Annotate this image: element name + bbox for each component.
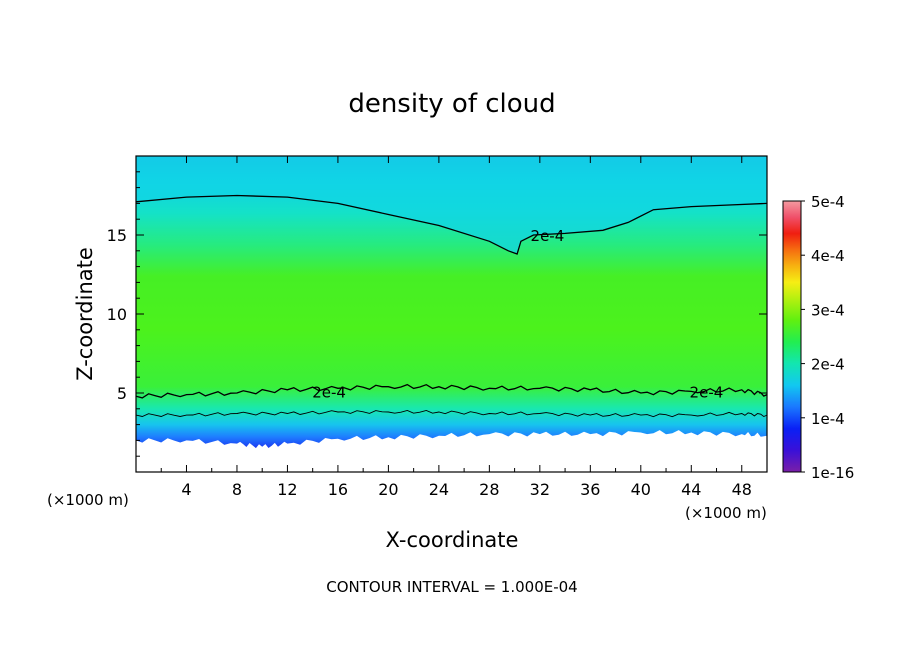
y-tick-label: 5 (117, 384, 127, 403)
y-axis-ticks: 5 10 15 (107, 171, 767, 457)
x-tick-label: 20 (378, 480, 398, 499)
colorbar-tick-label: 1e-4 (811, 410, 845, 428)
x-tick-label: 28 (479, 480, 499, 499)
x-tick-label: 12 (277, 480, 297, 499)
x-axis-label: X-coordinate (386, 528, 519, 552)
x-tick-label: 40 (631, 480, 651, 499)
x-tick-label: 8 (232, 480, 242, 499)
x-tick-label: 44 (681, 480, 701, 499)
x-tick-label: 16 (328, 480, 348, 499)
upper-low-density-patch (136, 156, 767, 254)
x-tick-label: 4 (181, 480, 191, 499)
y-tick-label: 15 (107, 226, 127, 245)
colorbar-tick-label: 3e-4 (811, 301, 845, 319)
contour-line-lower (136, 383, 767, 399)
contour-line-upper (136, 194, 767, 255)
x-axis-ticks: 4 8 12 16 20 24 28 32 36 40 44 48 (160, 156, 752, 499)
contour-interval-note: CONTOUR INTERVAL = 1.000E-04 (326, 578, 577, 596)
y-axis-label: Z-coordinate (73, 247, 97, 381)
x-tick-label: 48 (732, 480, 752, 499)
contour-line-bottom (136, 410, 767, 418)
colorbar-tick-label: 5e-4 (811, 193, 845, 211)
colorbar-tick-label: 2e-4 (811, 356, 845, 374)
contour-label: 2e-4 (690, 383, 724, 401)
chart-title: density of cloud (348, 89, 555, 119)
x-tick-label: 36 (580, 480, 600, 499)
colorbar-ticks: 1e-16 1e-4 2e-4 3e-4 4e-4 5e-4 (801, 193, 854, 482)
contour-label: 2e-4 (531, 227, 565, 245)
x-tick-label: 24 (429, 480, 449, 499)
cloud-base-region (136, 430, 767, 472)
colorbar (782, 200, 802, 473)
plot-area: 2e-4 2e-4 2e-4 (136, 156, 767, 472)
colorbar-tick-label: 4e-4 (811, 247, 845, 265)
x-unit-left: (×1000 m) (47, 491, 129, 509)
x-tick-label: 32 (530, 480, 550, 499)
y-tick-label: 10 (107, 305, 127, 324)
contour-label: 2e-4 (312, 383, 346, 401)
x-unit-right: (×1000 m) (685, 504, 767, 522)
colorbar-tick-label: 1e-16 (811, 464, 854, 482)
